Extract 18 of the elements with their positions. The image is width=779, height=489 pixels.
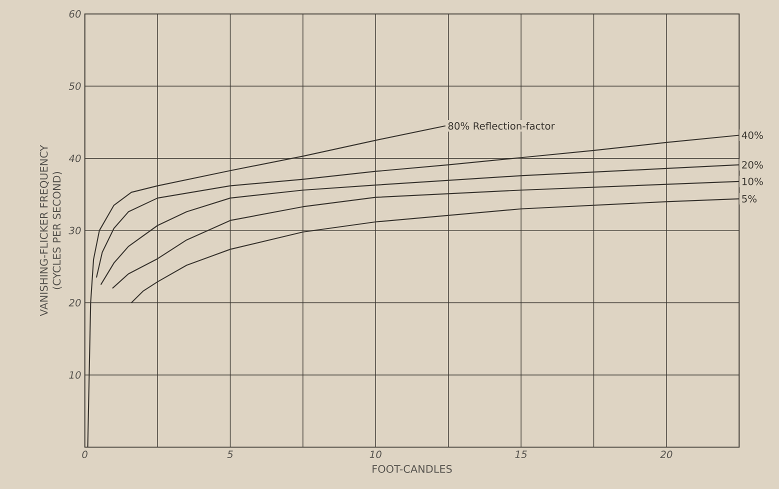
x-tick-label: 0 — [82, 450, 88, 458]
x-tick-label: 5 — [227, 450, 233, 458]
y-tick-label: 60 — [69, 10, 81, 18]
x-tick-label: 15 — [515, 450, 527, 458]
y-tick-label: 40 — [68, 154, 81, 162]
series-label: 40% — [742, 131, 763, 139]
x-tick-label: 20 — [660, 450, 672, 458]
y-tick-label: 30 — [68, 226, 81, 234]
series-label: 10% — [742, 178, 763, 186]
y-tick-label: 20 — [68, 298, 81, 307]
y-axis-title: VANISHING-FLICKER FREQUENCY (CYCLES PER SECOND) — [40, 144, 62, 316]
series-label: 80% Reflection-factor — [448, 122, 555, 130]
x-tick-label: 10 — [370, 450, 382, 458]
y-tick-label: 10 — [69, 371, 81, 379]
series-label: 5% — [742, 195, 757, 203]
x-axis-title: FOOT-CANDLES — [372, 464, 452, 473]
series-label: 20% — [742, 161, 763, 169]
y-tick-label: 50 — [68, 82, 81, 90]
